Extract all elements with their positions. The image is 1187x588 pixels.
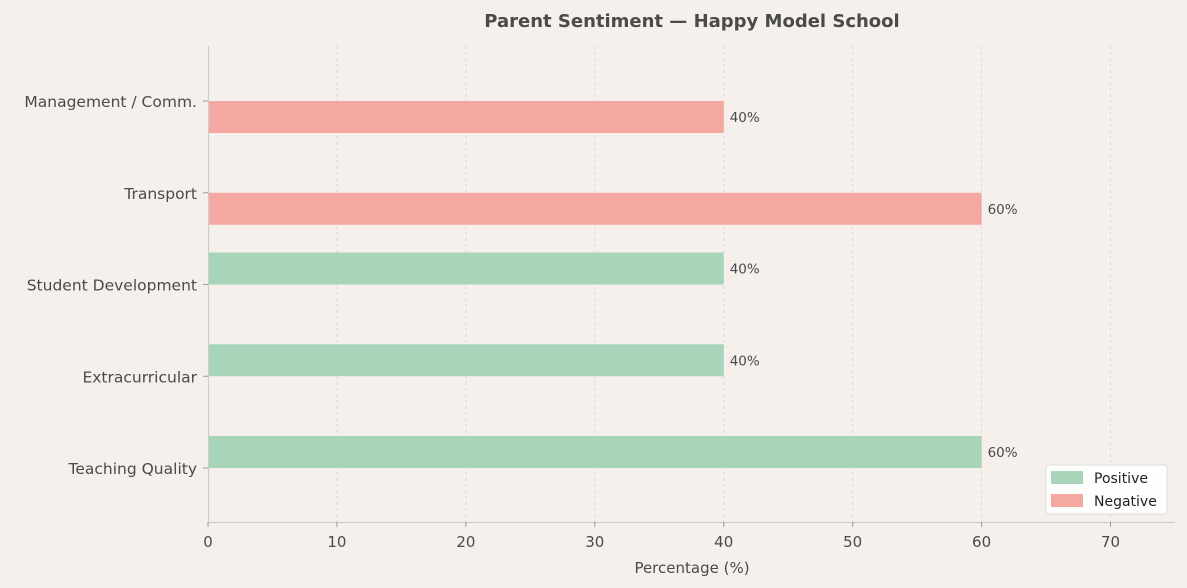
x-axis-ticks: 0 10 20 30 40 50 60 70	[203, 522, 1120, 551]
x-tick-label: 60	[972, 533, 991, 551]
bars: 60% 40% 40% 60% 40%	[208, 101, 1018, 468]
y-axis-ticks: Teaching Quality Extracurricular Student D…	[24, 93, 208, 478]
bar-value-label: 60%	[988, 202, 1018, 218]
legend-label: Negative	[1094, 494, 1157, 510]
bar-positive	[208, 252, 724, 285]
x-tick-label: 20	[456, 533, 475, 551]
y-tick-label: Extracurricular	[82, 368, 197, 386]
bar-value-label: 40%	[730, 262, 760, 278]
legend-swatch	[1051, 494, 1083, 507]
y-tick-label: Teaching Quality	[68, 460, 198, 478]
bar-positive	[208, 344, 724, 377]
bar-value-label: 60%	[988, 445, 1018, 461]
x-tick-label: 0	[203, 533, 213, 551]
x-tick-label: 30	[585, 533, 604, 551]
bar-value-label: 40%	[730, 110, 760, 126]
bar-positive	[208, 436, 982, 468]
y-tick-label: Management / Comm.	[24, 93, 197, 111]
bar-negative	[208, 192, 982, 225]
legend-label: Positive	[1094, 471, 1148, 487]
legend-swatch	[1051, 471, 1083, 484]
x-tick-label: 40	[714, 533, 733, 551]
y-tick-label: Student Development	[27, 277, 197, 295]
y-tick-label: Transport	[123, 185, 197, 203]
bar-negative	[208, 101, 724, 133]
legend: Positive Negative	[1045, 464, 1168, 515]
x-tick-label: 70	[1101, 533, 1120, 551]
bar-value-label: 40%	[730, 353, 760, 369]
chart-title: Parent Sentiment — Happy Model School	[484, 11, 899, 32]
x-tick-label: 50	[843, 533, 862, 551]
x-axis-label: Percentage (%)	[634, 559, 749, 577]
x-tick-label: 10	[327, 533, 346, 551]
